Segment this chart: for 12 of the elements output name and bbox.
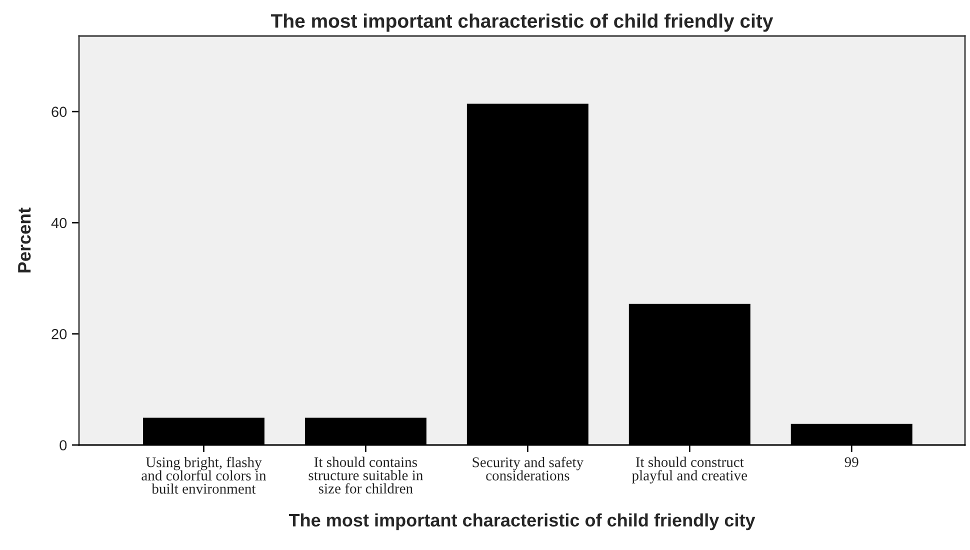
x-tick-label: It should contains structure suitable in size for children — [308, 456, 423, 494]
x-tick-label: Security and safety considerations — [472, 456, 584, 480]
y-axis-title: Percent — [18, 208, 31, 272]
y-tick-label: 0 — [60, 440, 67, 450]
x-tick-label: Using bright, flashy and colorful colors in built environment — [142, 456, 266, 494]
x-axis-title: The most important characteristic of child friendly city — [288, 513, 756, 530]
x-tick-label: It should construct playful and creative — [632, 456, 748, 484]
y-tick-label: 60 — [52, 106, 67, 118]
x-tick-label: 99 — [844, 457, 858, 468]
y-tick-label: 20 — [52, 328, 67, 340]
y-tick-label: 40 — [51, 218, 67, 228]
chart-title: The most important characteristic of child friendly city — [271, 14, 774, 32]
